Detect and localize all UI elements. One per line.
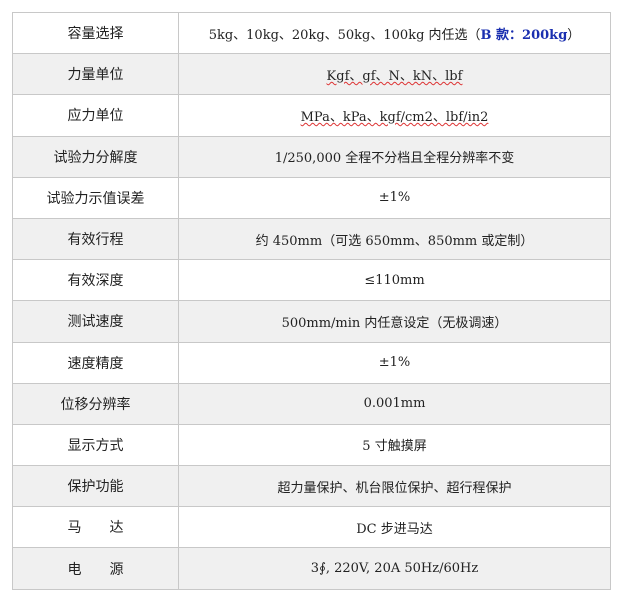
table-row: 保护功能 超力量保护、机台限位保护、超行程保护 [12,465,611,508]
table-row: 容量选择 5kg、10kg、20kg、50kg、100kg 内任选（B 款：200… [12,11,611,55]
spec-label: 应力单位 [12,94,179,137]
spec-value-text: 0.001mm [363,396,426,412]
spec-value-text: 约 450mm（可选 650mm、850mm 或定制） [255,233,534,249]
spec-label: 有效行程 [12,217,179,261]
spec-value: 5 寸触摸屏 [178,423,611,467]
spec-value: 0.001mm [178,382,611,425]
spec-value-text: 超力量保护、机台限位保护、超行程保护 [277,480,512,496]
table-row: 测试速度 500mm/min 内任意设定（无极调速） [12,300,611,343]
table-row: 速度精度 ±1% [12,341,611,384]
spec-value: 约 450mm（可选 650mm、850mm 或定制） [178,217,611,261]
spec-label: 测试速度 [12,300,179,343]
table-row: 试验力分解度 1/250,000 全程不分档且全程分辨率不变 [12,135,611,178]
spec-value: 5kg、10kg、20kg、50kg、100kg 内任选（B 款：200kg） [178,11,611,55]
spec-value-text: Kgf、gf、N、kN、lbf [326,68,463,84]
spec-label: 容量选择 [12,11,179,55]
table-row: 力量单位 Kgf、gf、N、kN、lbf [12,53,611,96]
spec-value-text: DC 步进马达 [356,521,433,537]
spec-label: 电 源 [12,547,179,590]
spec-value: 3∮, 220V, 20A 50Hz/60Hz [178,547,611,590]
spec-value-text: ±1% [378,355,411,371]
spec-label: 试验力示值误差 [12,176,179,219]
spec-value-text: 5 寸触摸屏 [362,439,427,455]
spec-value: Kgf、gf、N、kN、lbf [178,53,611,96]
spec-value-text: ±1% [378,190,411,206]
spec-value: ≤110mm [178,259,611,302]
spec-value-text: 3∮, 220V, 20A 50Hz/60Hz [310,561,479,577]
spec-value-text: 1/250,000 全程不分档且全程分辨率不变 [274,151,515,167]
table-row: 显示方式 5 寸触摸屏 [12,423,611,467]
spec-value-text: ≤110mm [364,272,425,288]
spec-label: 试验力分解度 [12,135,179,178]
spec-label: 显示方式 [12,423,179,467]
spec-table: 容量选择 5kg、10kg、20kg、50kg、100kg 内任选（B 款：200… [12,11,611,590]
spec-label: 马 达 [12,506,179,549]
spec-label: 有效深度 [12,259,179,302]
table-row: 位移分辨率 0.001mm [12,382,611,425]
spec-value: 1/250,000 全程不分档且全程分辨率不变 [178,135,611,178]
spec-value: ±1% [178,176,611,219]
spec-value-text: MPa、kPa、kgf/cm2、lbf/in2 [300,109,489,125]
spec-value: ±1% [178,341,611,384]
table-row: 有效深度 ≤110mm [12,259,611,302]
value-end: ） [567,27,581,43]
spec-value-text: 5kg、10kg、20kg、50kg、100kg 内任选（ [208,27,481,43]
spec-value: 超力量保护、机台限位保护、超行程保护 [178,465,611,508]
spec-label: 位移分辨率 [12,382,179,425]
spec-value-text: 500mm/min 内任意设定（无极调速） [281,315,508,331]
table-row: 试验力示值误差 ±1% [12,176,611,219]
table-row: 马 达 DC 步进马达 [12,506,611,549]
table-row: 应力单位 MPa、kPa、kgf/cm2、lbf/in2 [12,94,611,137]
spec-label: 力量单位 [12,53,179,96]
spec-label: 速度精度 [12,341,179,384]
spec-label: 保护功能 [12,465,179,508]
table-row: 电 源 3∮, 220V, 20A 50Hz/60Hz [12,547,611,590]
spec-value: MPa、kPa、kgf/cm2、lbf/in2 [178,94,611,137]
table-row: 有效行程 约 450mm（可选 650mm、850mm 或定制） [12,217,611,261]
highlight-text: B 款：200kg [480,27,568,43]
spec-value: DC 步进马达 [178,506,611,549]
spec-value: 500mm/min 内任意设定（无极调速） [178,300,611,343]
